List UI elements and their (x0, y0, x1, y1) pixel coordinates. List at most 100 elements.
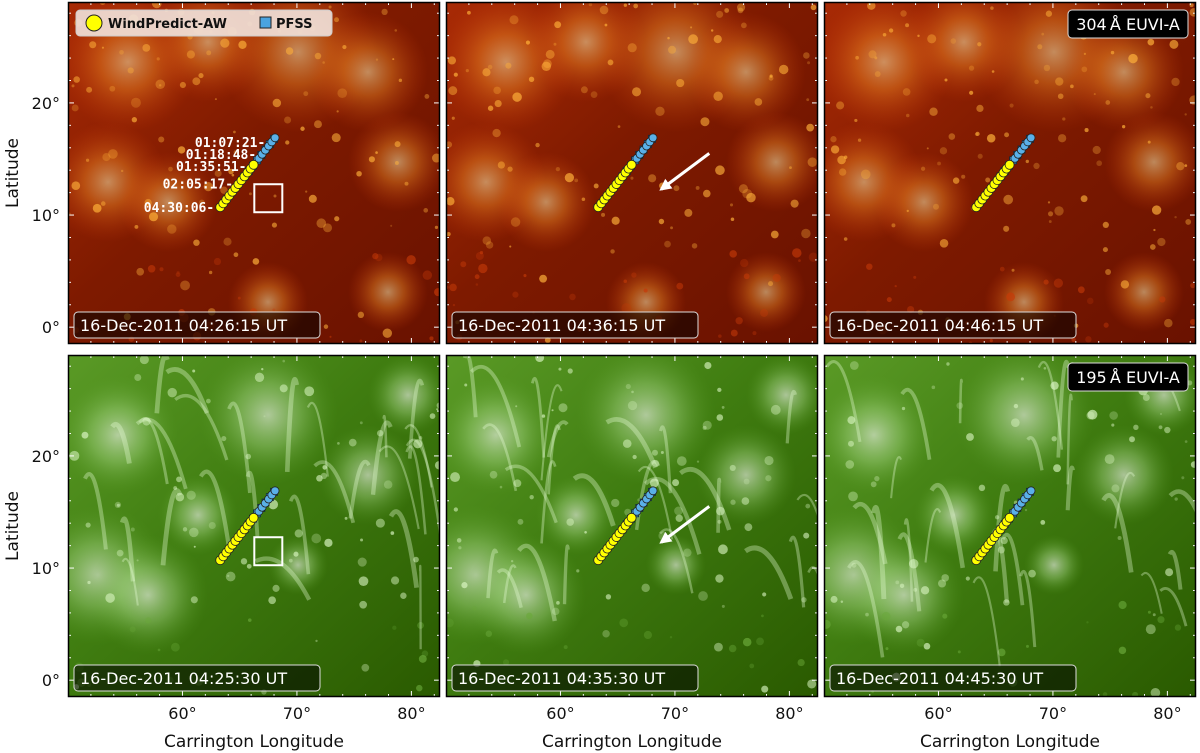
texture-speckle (905, 113, 910, 118)
texture-speckle (479, 250, 484, 255)
texture-speckle (847, 416, 856, 425)
emission-region (118, 152, 218, 252)
texture-speckle (761, 614, 764, 618)
texture-speckle (991, 70, 995, 73)
texture-speckle (1164, 318, 1173, 328)
x-axis-label: Carrington Longitude (542, 732, 722, 752)
texture-speckle (713, 35, 722, 44)
trajectory-markers (971, 486, 1036, 566)
texture-speckle (1147, 38, 1155, 46)
texture-speckle (175, 272, 181, 277)
texture-speckle (792, 248, 802, 258)
texture-speckle (1081, 66, 1088, 73)
coronal-loop (470, 365, 522, 448)
texture-speckle (1033, 162, 1040, 170)
coronal-loop (482, 423, 518, 492)
texture-speckle (199, 199, 205, 206)
timestamp-label: 16-Dec-2011 04:46:15 UT (829, 311, 1077, 339)
texture-speckle (676, 456, 687, 466)
texture-speckle (673, 185, 680, 192)
coronal-loop (121, 557, 139, 606)
texture-speckle (337, 88, 348, 99)
texture-speckle (120, 169, 124, 173)
texture-speckle (1129, 436, 1135, 443)
texture-speckle (130, 527, 135, 532)
texture-speckle (625, 383, 631, 390)
coronal-loop (807, 566, 818, 578)
region-box (253, 536, 284, 567)
texture-speckle (1045, 10, 1053, 17)
texture-speckle (245, 453, 252, 460)
texture-speckle (920, 586, 930, 595)
texture-speckle (870, 481, 877, 488)
texture-speckle (1111, 423, 1115, 427)
texture-speckle (416, 684, 423, 692)
texture-speckle (610, 249, 615, 254)
texture-speckle (1004, 132, 1010, 138)
emission-region (88, 535, 208, 655)
texture-speckle (855, 55, 859, 60)
texture-speckle (429, 413, 436, 419)
texture-speckle (1043, 367, 1047, 370)
coronal-loop (174, 393, 229, 461)
texture-speckle (952, 177, 960, 184)
texture-speckle (288, 558, 293, 563)
texture-speckle (392, 625, 397, 630)
texture-speckle (1054, 206, 1064, 216)
texture-speckle (156, 57, 160, 61)
texture-speckle (282, 359, 286, 363)
texture-speckle (790, 199, 799, 208)
texture-speckle (974, 132, 979, 136)
texture-speckle (175, 492, 185, 502)
texture-speckle (729, 464, 736, 472)
texture-speckle (1103, 322, 1109, 328)
texture-speckle (472, 606, 477, 611)
coronal-loop (227, 401, 252, 494)
texture-speckle (553, 42, 557, 46)
texture-speckle (361, 663, 370, 672)
texture-speckle (611, 216, 620, 225)
texture-speckle (901, 406, 906, 411)
texture-speckle (356, 170, 362, 177)
texture-speckle (743, 478, 750, 485)
texture-speckle (485, 630, 493, 637)
texture-speckle (743, 273, 750, 280)
coronal-loop (119, 516, 136, 582)
texture-speckle (843, 155, 848, 159)
texture-speckle (423, 208, 429, 213)
texture-speckle (1025, 159, 1029, 164)
texture-speckle (631, 272, 637, 278)
texture-speckle (507, 166, 513, 172)
texture-speckle (1013, 403, 1019, 409)
texture-speckle (523, 274, 527, 278)
texture-speckle (1050, 381, 1059, 390)
texture-speckle (1165, 568, 1174, 577)
texture-speckle (390, 531, 395, 535)
texture-speckle (798, 259, 801, 262)
texture-speckle (394, 161, 399, 165)
texture-speckle (390, 576, 400, 585)
texture-speckle (937, 161, 941, 166)
texture-speckle (1109, 411, 1118, 420)
coronal-loop (900, 387, 932, 461)
texture-speckle (1006, 292, 1016, 302)
texture-speckle (237, 296, 241, 300)
texture-speckle (398, 78, 403, 83)
texture-speckle (404, 181, 409, 186)
texture-speckle (304, 386, 315, 397)
texture-speckle (1184, 164, 1188, 167)
coronal-loop (1101, 493, 1134, 573)
texture-speckle (505, 62, 512, 69)
texture-speckle (130, 97, 141, 108)
texture-speckle (803, 52, 810, 59)
texture-speckle (761, 685, 769, 693)
texture-speckle (619, 618, 629, 628)
texture-speckle (607, 59, 614, 66)
texture-speckle (664, 240, 671, 248)
coronal-loop (929, 483, 965, 569)
texture-speckle (975, 131, 980, 137)
coronal-loop (744, 545, 794, 600)
timestamp-box (829, 311, 1077, 339)
channel-label-text: 195 Å EUVI-A (1076, 368, 1180, 387)
x-tick-label: 60° (168, 704, 196, 723)
